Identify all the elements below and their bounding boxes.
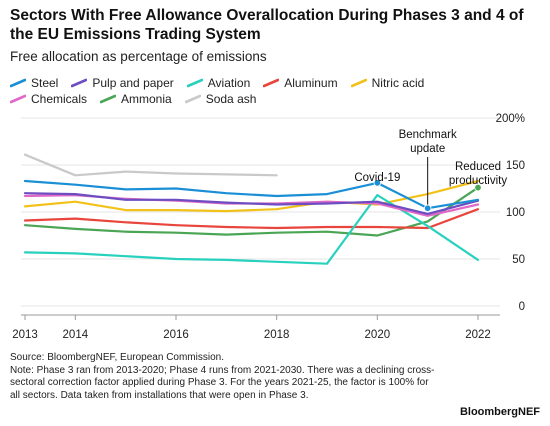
y-tick-label: 100 bbox=[506, 207, 525, 219]
chart-footer: Source: BloombergNEF, European Commissio… bbox=[10, 352, 440, 402]
source-note: Source: BloombergNEF, European Commissio… bbox=[10, 352, 224, 363]
legend-swatch bbox=[186, 78, 203, 88]
legend-swatch bbox=[184, 94, 201, 104]
legend-item-steel: Steel bbox=[10, 75, 58, 91]
brand-logo: BloombergNEF bbox=[459, 406, 540, 418]
legend-item-ammonia: Ammonia bbox=[100, 91, 172, 107]
y-tick-label: 150 bbox=[506, 160, 525, 172]
legend-swatch bbox=[350, 78, 367, 88]
y-tick-label: 50 bbox=[512, 254, 525, 266]
legend-label: Ammonia bbox=[121, 92, 172, 106]
legend-label: Chemicals bbox=[31, 92, 88, 106]
legend-swatch bbox=[263, 78, 280, 88]
annotation-marker bbox=[474, 183, 482, 192]
series-line-nitric-acid bbox=[23, 179, 480, 213]
series-line-steel bbox=[23, 179, 480, 210]
legend-item-soda-ash: Soda ash bbox=[184, 91, 257, 107]
annotation-marker bbox=[423, 204, 432, 212]
chart-title: Sectors With Free Allowance Overallocati… bbox=[10, 7, 524, 43]
x-tick-label: 2014 bbox=[63, 329, 89, 341]
legend-item-pulp-and-paper: Pulp and paper bbox=[71, 75, 174, 91]
methodology-note: Note: Phase 3 ran from 2013-2020; Phase … bbox=[10, 364, 435, 401]
annotation-label: Benchmark bbox=[399, 129, 457, 141]
legend-item-chemicals: Chemicals bbox=[10, 91, 87, 107]
y-tick-label: 0 bbox=[519, 301, 525, 313]
annotation-label: update bbox=[410, 143, 445, 155]
series-line-soda-ash bbox=[23, 153, 278, 177]
legend-swatch bbox=[100, 94, 117, 104]
legend-label: Nitric acid bbox=[371, 76, 425, 90]
chart-subtitle: Free allocation as percentage of emissio… bbox=[10, 49, 267, 64]
x-tick-label: 2020 bbox=[365, 329, 391, 341]
legend-swatch bbox=[71, 78, 88, 88]
legend-label: Soda ash bbox=[205, 92, 257, 106]
legend-swatch bbox=[10, 94, 26, 104]
series-line-pulp-and-paper bbox=[23, 192, 480, 215]
legend-item-aviation: Aviation bbox=[186, 75, 251, 91]
x-tick-label: 2016 bbox=[163, 329, 189, 341]
x-tick-label: 2013 bbox=[12, 329, 38, 341]
chart-legend: Steel Pulp and paper Aviation Aluminum Nitri… bbox=[10, 75, 480, 107]
legend-label: Aviation bbox=[207, 76, 251, 90]
annotation-label: productivity bbox=[449, 175, 507, 187]
x-tick-label: 2022 bbox=[465, 329, 491, 341]
legend-swatch bbox=[10, 78, 26, 88]
legend-label: Pulp and paper bbox=[92, 76, 174, 90]
annotation-label: Reduced bbox=[455, 161, 501, 173]
legend-item-aluminum: Aluminum bbox=[263, 75, 338, 91]
series-line-aluminum bbox=[23, 208, 480, 230]
annotation-marker bbox=[373, 179, 382, 187]
legend-label: Steel bbox=[31, 76, 59, 90]
legend-item-nitric-acid: Nitric acid bbox=[350, 75, 425, 91]
y-tick-label: 200% bbox=[496, 113, 525, 125]
annotation-label: Covid-19 bbox=[354, 172, 400, 184]
legend-label: Aluminum bbox=[284, 76, 338, 90]
x-tick-label: 2018 bbox=[264, 329, 290, 341]
